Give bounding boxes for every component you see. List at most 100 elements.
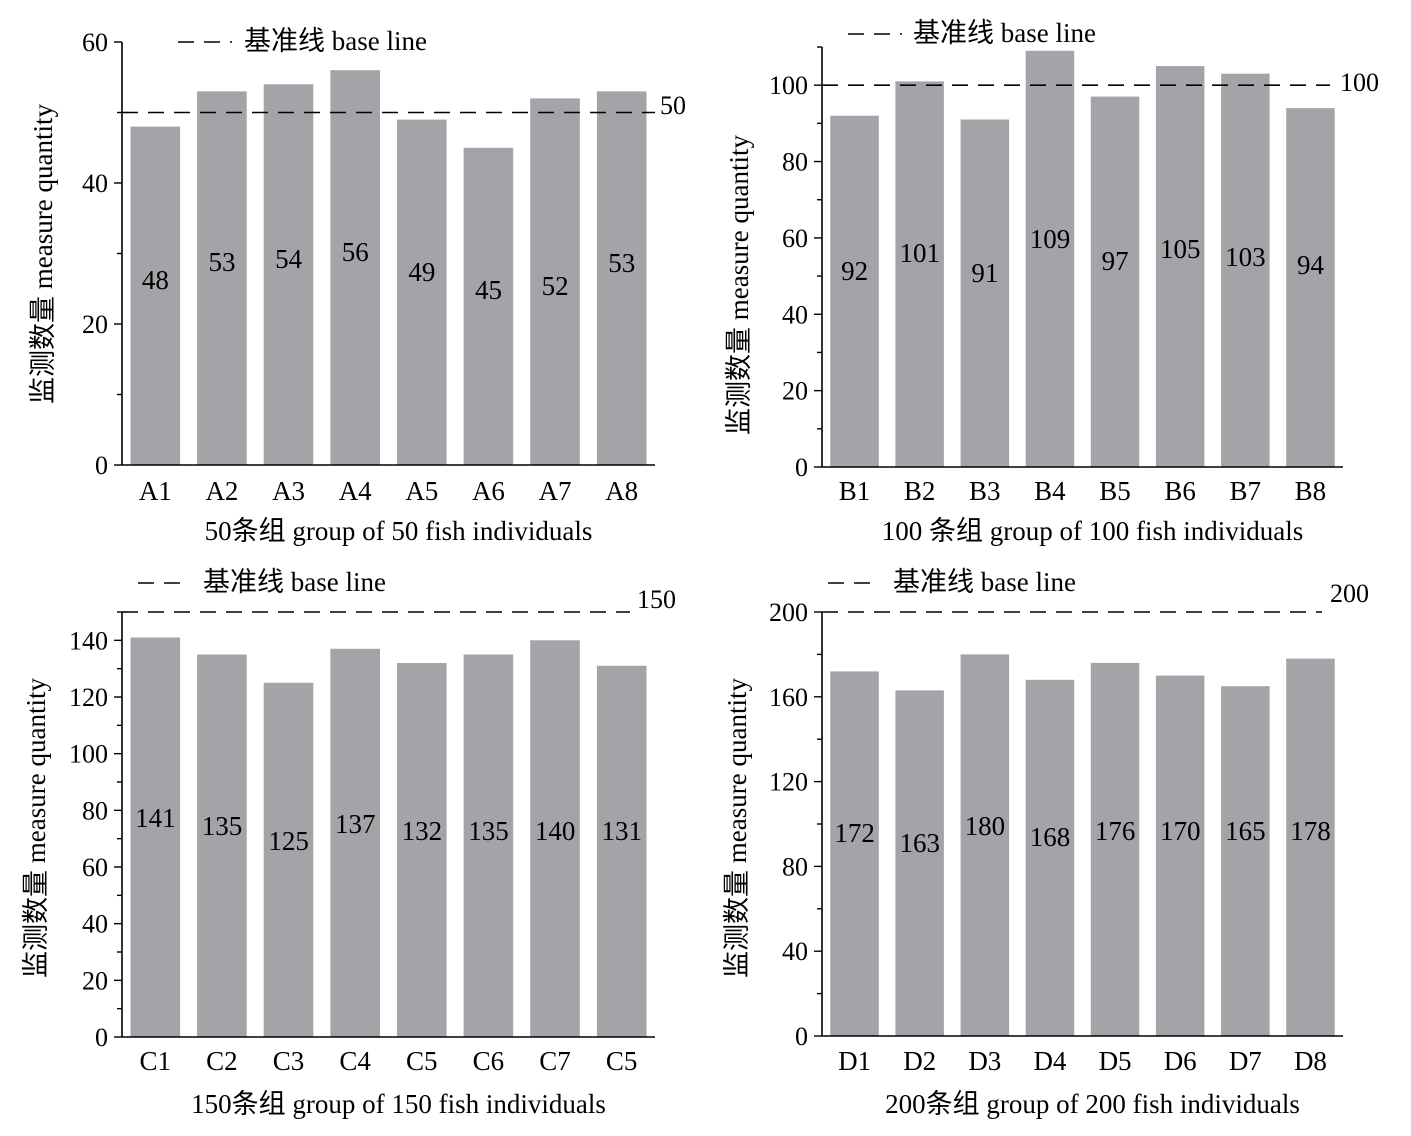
x-category-label: B4: [1034, 476, 1066, 506]
bar-value-label: 170: [1160, 816, 1201, 846]
bar-b2-1: [895, 81, 944, 468]
x-category-label: B2: [904, 476, 936, 506]
bar-d3-2: [960, 654, 1010, 1036]
bar-c2-1: [197, 654, 247, 1037]
bar-d7-6: [1221, 686, 1270, 1036]
legend-label: 基准线 base line: [203, 567, 386, 597]
y-tick-label: 120: [69, 683, 108, 712]
bar-a6-5: [463, 147, 514, 466]
bar-b8-7: [1286, 108, 1335, 467]
y-tick-label: 0: [795, 453, 808, 482]
bar-d2-1: [895, 690, 944, 1036]
x-category-label: A8: [605, 476, 638, 506]
bar-b6-5: [1155, 66, 1205, 467]
x-category-label: B5: [1099, 476, 1131, 506]
y-tick-label: 80: [782, 148, 808, 177]
bar-value-label: 135: [202, 811, 243, 841]
bar-a1-0: [130, 126, 181, 465]
bar-value-label: 91: [971, 258, 998, 288]
x-axis-title: 50条组 group of 50 fish individuals: [205, 516, 593, 546]
y-tick-label: 60: [82, 28, 108, 57]
x-category-label: B1: [839, 476, 871, 506]
x-category-label: B6: [1164, 476, 1196, 506]
x-axis-title: 150条组 group of 150 fish individuals: [191, 1089, 606, 1119]
x-category-label: A3: [272, 476, 305, 506]
y-tick-label: 40: [782, 937, 808, 966]
bar-value-label: 103: [1225, 242, 1266, 272]
bar-value-label: 105: [1160, 234, 1201, 264]
baseline-value-label: 50: [660, 91, 686, 120]
chart-panel-4: 0 40 80 120 160 200 D1 D2 D3 D4 D5 D6 D7 D8 172 163 180 1…: [722, 567, 1369, 1119]
chart-panel-1: 0 20 40 60 A1 A2 A3 A4 A5 A6 A7 A8 48 53 54 56 49 45 52 53 5…: [28, 26, 686, 546]
y-tick-label: 80: [782, 852, 808, 881]
bar-value-label: 165: [1225, 816, 1266, 846]
bar-value-label: 52: [542, 271, 569, 301]
y-axis-title: 监测数量 measure quantity: [724, 135, 754, 435]
bar-a7-6: [530, 98, 580, 466]
bar-a8-7: [596, 91, 647, 466]
bar-b3-2: [960, 119, 1010, 467]
x-category-label: B3: [969, 476, 1001, 506]
x-category-label: C4: [339, 1046, 371, 1076]
bar-value-label: 135: [468, 816, 509, 846]
x-category-label: D6: [1164, 1046, 1197, 1076]
y-tick-label: 140: [69, 626, 108, 655]
y-tick-label: 80: [82, 796, 108, 825]
bar-value-label: 168: [1030, 822, 1071, 852]
x-category-label: D7: [1229, 1046, 1262, 1076]
y-tick-label: 60: [782, 224, 808, 253]
y-tick-label: 40: [82, 169, 108, 198]
x-category-label: C5: [606, 1046, 638, 1076]
bar-value-label: 54: [275, 244, 303, 274]
bar-d1-0: [830, 671, 879, 1036]
bar-value-label: 101: [899, 238, 940, 268]
bar-value-label: 180: [965, 811, 1006, 841]
bar-c5-4: [397, 663, 447, 1037]
baseline-value-label: 100: [1340, 68, 1379, 97]
bar-b5-4: [1090, 96, 1140, 467]
y-axis-title: 监测数量 measure quantity: [722, 678, 752, 978]
bar-c5-7: [596, 665, 647, 1037]
y-tick-label: 0: [95, 451, 108, 480]
y-axis-title: 监测数量 measure quantity: [28, 104, 58, 404]
y-axis-title: 监测数量 measure quantity: [21, 678, 51, 978]
bar-value-label: 125: [268, 826, 309, 856]
x-category-label: D5: [1099, 1046, 1132, 1076]
baseline-value-label: 200: [1330, 579, 1369, 608]
x-category-label: C2: [206, 1046, 238, 1076]
y-tick-label: 20: [82, 966, 108, 995]
y-tick-label: 160: [769, 683, 808, 712]
x-axis-title: 100 条组 group of 100 fish individuals: [882, 516, 1303, 546]
y-tick-label: 60: [82, 853, 108, 882]
legend-label: 基准线 base line: [893, 567, 1076, 597]
x-category-label: A5: [405, 476, 438, 506]
x-category-label: B7: [1230, 476, 1262, 506]
bar-a4-3: [330, 70, 380, 465]
bar-d6-5: [1155, 675, 1205, 1036]
y-tick-label: 100: [769, 71, 808, 100]
bar-value-label: 53: [608, 248, 635, 278]
bar-value-label: 92: [841, 256, 868, 286]
x-category-label: B8: [1295, 476, 1327, 506]
bar-a5-4: [397, 119, 447, 465]
bar-value-label: 97: [1102, 246, 1129, 276]
x-category-label: A4: [339, 476, 372, 506]
bar-value-label: 45: [475, 275, 502, 305]
x-category-label: D1: [838, 1046, 871, 1076]
x-category-label: D2: [903, 1046, 936, 1076]
bar-value-label: 94: [1297, 250, 1325, 280]
legend-label: 基准线 base line: [244, 26, 427, 56]
bar-value-label: 176: [1095, 816, 1136, 846]
y-tick-label: 200: [769, 598, 808, 627]
x-category-label: D3: [968, 1046, 1001, 1076]
bar-c4-3: [330, 648, 380, 1037]
bar-b1-0: [830, 115, 879, 467]
x-category-label: A2: [205, 476, 238, 506]
bar-b4-3: [1025, 50, 1075, 468]
bar-a3-2: [263, 84, 314, 466]
bar-value-label: 109: [1030, 224, 1071, 254]
bar-value-label: 178: [1290, 816, 1331, 846]
chart-panel-2: 0 20 40 60 80 100 B1 B2 B3 B4 B5 B6 B7 B8 92 101 91 109 97…: [724, 18, 1379, 546]
bar-value-label: 140: [535, 816, 576, 846]
